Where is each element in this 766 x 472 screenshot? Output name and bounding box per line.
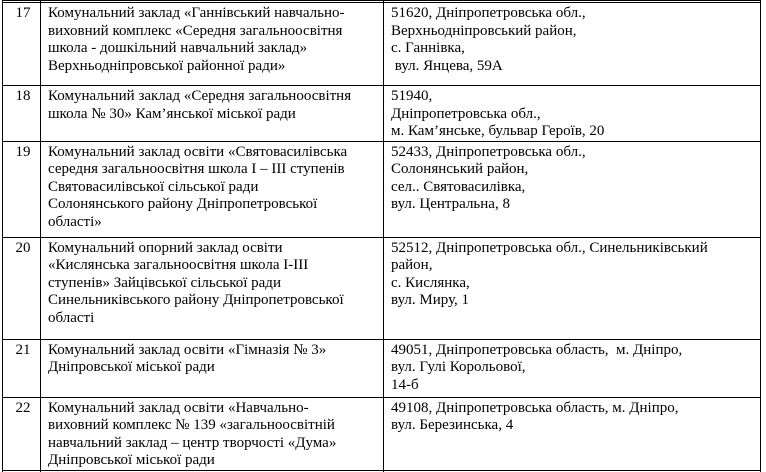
row-number-cell: 17	[2, 2, 41, 86]
row-number-cell: 18	[2, 85, 41, 142]
institution-name-cell: Комунальний опорний заклад освіти «Кисля…	[40, 236, 384, 340]
institution-address-cell: 51940, Дніпропетровська обл., м. Кам’янс…	[383, 85, 761, 142]
row-number-cell: 19	[2, 140, 41, 238]
table-row: 19 Комунальний заклад освіти «Святовасил…	[2, 140, 761, 238]
row-number-cell: 21	[2, 338, 41, 398]
institution-name-cell: Комунальний заклад «Ганнівський навчальн…	[40, 2, 384, 86]
institution-address-cell: 52433, Дніпропетровська обл., Солонянськ…	[383, 140, 761, 238]
institution-address-cell: 49108, Дніпропетровська область, м. Дніп…	[383, 396, 761, 471]
institution-address-cell: 49051, Дніпропетровська область, м. Дніп…	[383, 338, 761, 398]
table-row: 21 Комунальний заклад освіти «Гімназія №…	[2, 338, 761, 398]
empty-cell	[383, 469, 761, 472]
table-row: 22 Комунальний заклад освіти «Навчально-…	[2, 396, 761, 471]
institution-name-cell: Комунальний заклад освіти «Святовасилівс…	[40, 140, 384, 238]
row-number-cell: 22	[2, 396, 41, 471]
table-row: 18 Комунальний заклад «Середня загальноо…	[2, 85, 761, 142]
institution-address-cell: 52512, Дніпропетровська обл., Синельникі…	[383, 236, 761, 340]
institution-name-cell: Комунальний заклад освіти «Гімназія № 3»…	[40, 338, 384, 398]
institution-name-cell: Комунальний заклад освіти «Навчально- ви…	[40, 396, 384, 471]
institution-address-cell: 51620, Дніпропетровська обл., Верхньодні…	[383, 2, 761, 86]
table-row-partial-bottom	[2, 469, 761, 472]
institution-name-cell: Комунальний заклад «Середня загальноосві…	[40, 85, 384, 142]
table-row: 17 Комунальний заклад «Ганнівський навча…	[2, 2, 761, 86]
row-number-cell: 20	[2, 236, 41, 340]
table-row: 20 Комунальний опорний заклад освіти «Ки…	[2, 236, 761, 340]
